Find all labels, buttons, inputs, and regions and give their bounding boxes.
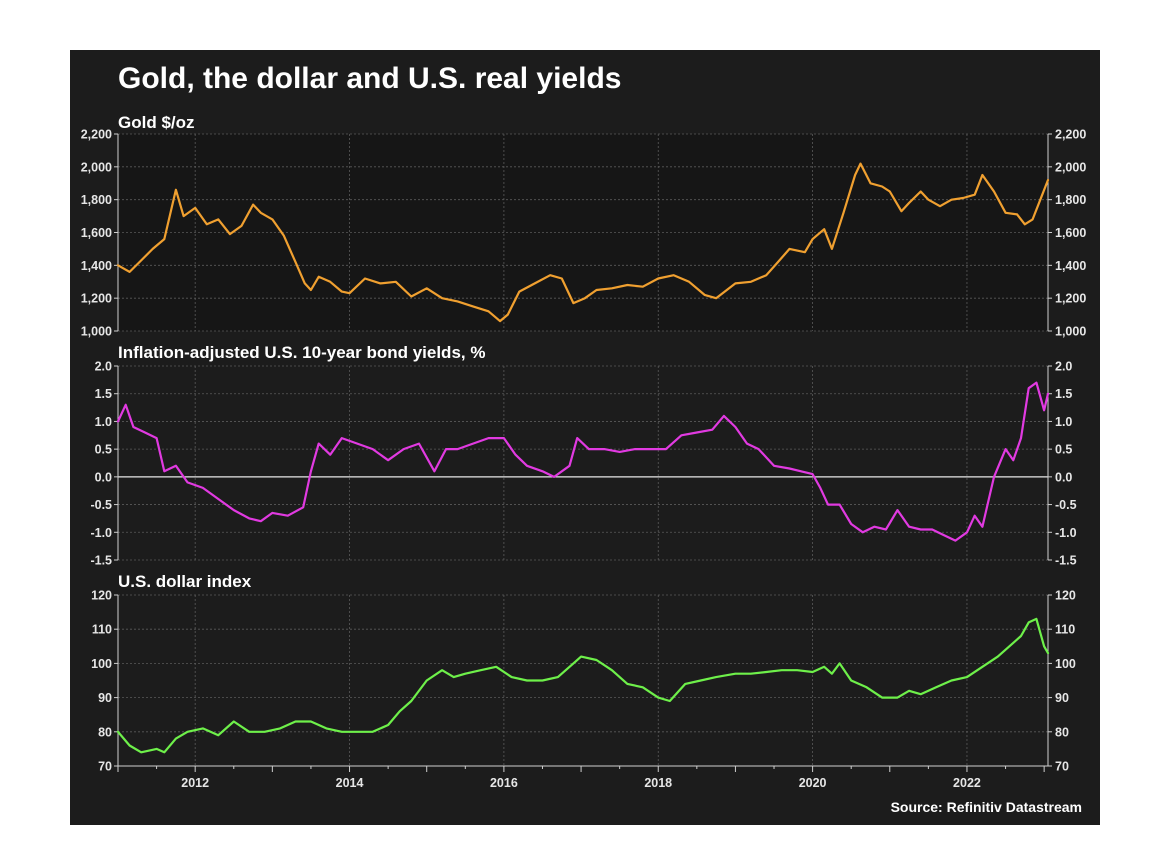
- source-note: Source: Refinitiv Datastream: [891, 799, 1082, 815]
- gold-ytick-label-right: 2,200: [1055, 128, 1086, 142]
- dollar-index-plot-area: [118, 595, 1048, 766]
- dollar-index-ytick-label-right: 70: [1055, 760, 1069, 774]
- x-tick-label: 2016: [490, 776, 518, 790]
- dollar-index-ytick-label-left: 110: [92, 623, 112, 637]
- real-yields-ytick-label-left: 1.0: [95, 415, 112, 429]
- real-yields-ytick-label-right: 0.0: [1055, 470, 1072, 484]
- dollar-index-ytick-label-right: 90: [1055, 691, 1069, 705]
- real-yields-ytick-label-left: -0.5: [90, 498, 112, 512]
- gold-ytick-label-right: 1,400: [1055, 259, 1086, 273]
- gold-ytick-label-right: 2,000: [1055, 160, 1086, 174]
- dollar-index-ytick-label-left: 70: [98, 760, 112, 774]
- real-yields-panel: -1.5 -1.5 -1.0 -1.0 -0.5 -0.5 0.0 0.0 0.5 0.5 1.0 1…: [90, 343, 1076, 568]
- gold-ytick-label-left: 1,800: [81, 193, 112, 207]
- real-yields-ytick-label-left: 1.5: [95, 387, 112, 401]
- real-yields-ytick-label-right: 2.0: [1055, 360, 1072, 374]
- gold-ytick-label-left: 2,200: [81, 128, 112, 142]
- dollar-index-ytick-label-right: 110: [1055, 623, 1075, 637]
- dollar-index-ytick-label-right: 120: [1055, 589, 1076, 603]
- chart-title: Gold, the dollar and U.S. real yields: [118, 62, 621, 95]
- gold-ytick-label-right: 1,800: [1055, 193, 1086, 207]
- real-yields-ytick-label-right: 0.5: [1055, 443, 1072, 457]
- real-yields-ytick-label-left: -1.0: [90, 526, 112, 540]
- dollar-index-ytick-label-left: 100: [91, 657, 112, 671]
- x-tick-label: 2012: [181, 776, 209, 790]
- gold-ytick-label-left: 2,000: [81, 160, 112, 174]
- real-yields-ytick-label-left: 0.0: [95, 470, 112, 484]
- real-yields-series-line: [116, 381, 1050, 542]
- x-tick-label: 2020: [799, 776, 827, 790]
- dollar-index-ytick-label-left: 90: [98, 691, 112, 705]
- real-yields-ytick-label-left: -1.5: [90, 554, 112, 568]
- real-yields-ytick-label-right: -1.5: [1055, 554, 1077, 568]
- chart-panels: 1,000 1,000 1,200 1,200 1,400 1,400 1,600 1,600…: [81, 113, 1087, 790]
- real-yields-ytick-label-right: 1.0: [1055, 415, 1072, 429]
- real-yields-ytick-label-right: -1.0: [1055, 526, 1077, 540]
- dollar-index-panel: 70 70 80 80 90 90 100 100 110 110 120 120 U.S. dolla…: [91, 572, 1076, 774]
- gold-ytick-label-left: 1,000: [81, 325, 112, 339]
- real-yields-ytick-label-left: 2.0: [95, 360, 112, 374]
- x-axis: 2012 2014 2016 2018 2020 2022: [117, 765, 1048, 790]
- dollar-index-ytick-label-right: 100: [1055, 657, 1076, 671]
- gold-ytick-label-left: 1,200: [81, 292, 112, 306]
- real-yields-ytick-label-right: -0.5: [1055, 498, 1077, 512]
- gold-ytick-label-right: 1,000: [1055, 325, 1086, 339]
- gold-ytick-label-right: 1,600: [1055, 226, 1086, 240]
- real-yields-plot-area: [118, 366, 1048, 560]
- real-yields-ytick-label-left: 0.5: [95, 443, 112, 457]
- gold-ytick-label-left: 1,400: [81, 259, 112, 273]
- gold-panel: 1,000 1,000 1,200 1,200 1,400 1,400 1,600 1,600…: [81, 113, 1087, 339]
- dollar-index-panel-title: U.S. dollar index: [118, 572, 252, 591]
- real-yields-ytick-label-right: 1.5: [1055, 387, 1072, 401]
- x-tick-label: 2022: [953, 776, 981, 790]
- x-tick-label: 2014: [336, 776, 364, 790]
- dollar-index-ytick-label-left: 120: [91, 589, 112, 603]
- gold-panel-title: Gold $/oz: [118, 113, 195, 132]
- gold-ytick-label-left: 1,600: [81, 226, 112, 240]
- dollar-index-ytick-label-right: 80: [1055, 725, 1069, 739]
- dollar-index-ytick-label-left: 80: [98, 725, 112, 739]
- x-tick-label: 2018: [644, 776, 672, 790]
- real-yields-panel-title: Inflation-adjusted U.S. 10-year bond yie…: [118, 343, 485, 362]
- gold-ytick-label-right: 1,200: [1055, 292, 1086, 306]
